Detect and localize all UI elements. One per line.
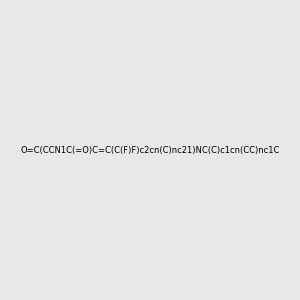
Text: O=C(CCN1C(=O)C=C(C(F)F)c2cn(C)nc21)NC(C)c1cn(CC)nc1C: O=C(CCN1C(=O)C=C(C(F)F)c2cn(C)nc21)NC(C)… xyxy=(20,146,280,154)
